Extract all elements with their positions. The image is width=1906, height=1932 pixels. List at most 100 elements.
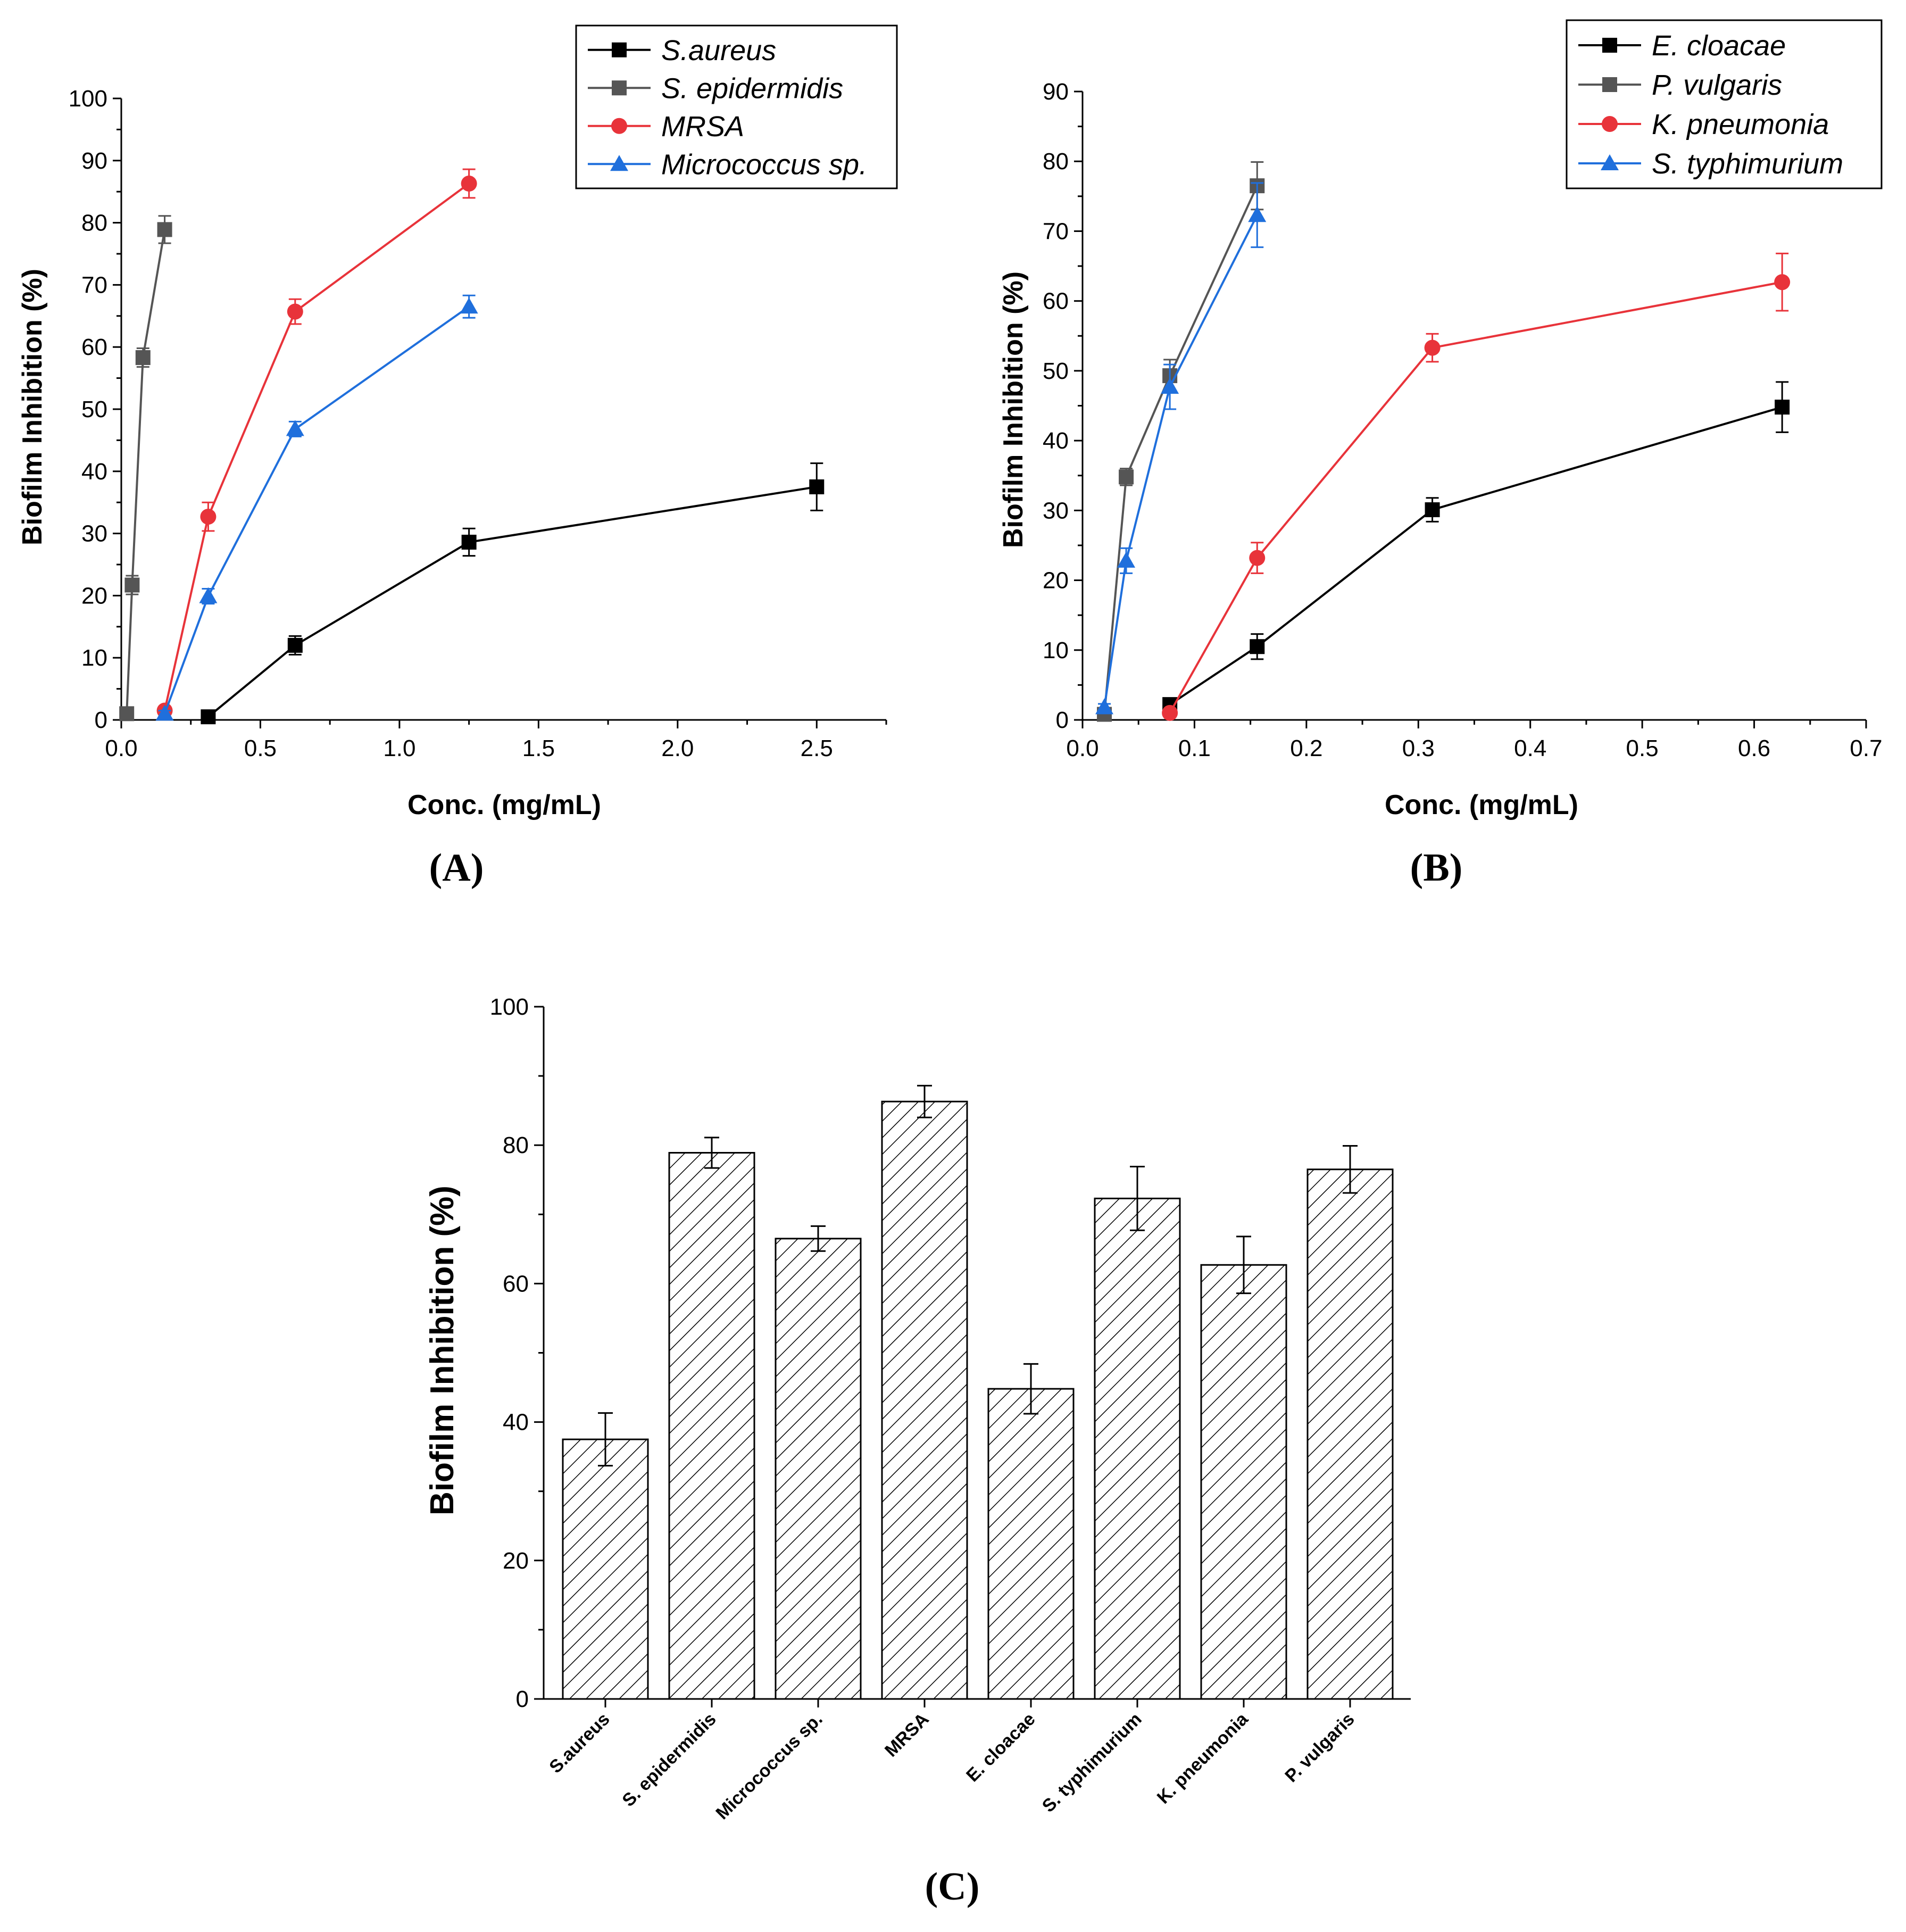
series-e-cloacae-point: [1250, 639, 1265, 654]
series-micrococcus-sp-line: [163, 305, 470, 715]
panel-a-y-tick-label: 40: [81, 459, 107, 485]
panel-b-x-tick-label: 0.0: [1066, 735, 1098, 761]
panel-a-y-tick-label: 0: [95, 707, 107, 733]
series-micrococcus-sp: [155, 294, 478, 721]
bar-s-typhimurium-rect: [1094, 1197, 1181, 1700]
panel-b-x-tick-label: 0.3: [1402, 735, 1435, 761]
series-s-typhimurium: [1095, 182, 1267, 715]
series-mrsa-point: [461, 176, 477, 192]
panel-a-x-tick-label: 1.0: [383, 735, 415, 761]
panel-a-y-tick-label: 90: [81, 148, 107, 174]
series-s-aureus-point: [287, 637, 303, 653]
panel-b-y-axis-title: Biofilm Inhibition (%): [998, 271, 1029, 548]
panel-a-y-axis-title: Biofilm Inhibition (%): [17, 269, 48, 545]
panel-c-y-tick-label: 80: [503, 1132, 529, 1158]
series-mrsa: [156, 168, 477, 719]
panel-b-y-tick-labels: 0 10 20 30 40 50 60 70 80 90: [1043, 79, 1069, 733]
series-mrsa-line: [163, 183, 470, 711]
category-label-k-pneumonia: K. pneumonia: [1153, 1709, 1253, 1808]
series-k-pneumonia-line: [1169, 281, 1783, 714]
panel-a-y-tick-label: 70: [81, 272, 107, 298]
series-micrococcus-sp-point: [199, 587, 218, 603]
series-k-pneumonia-point: [1774, 274, 1791, 291]
bar-e-cloacae-rect: [987, 1388, 1075, 1700]
series-k-pneumonia-point: [1424, 339, 1441, 356]
series-s-typhimurium-point: [1161, 378, 1179, 394]
panel-a-y-tick-label: 100: [69, 86, 107, 112]
legend-s-aureus-marker: [612, 42, 627, 57]
category-label-micrococcus-sp: Micrococcus sp.: [712, 1709, 826, 1823]
bar-mrsa-rect: [881, 1100, 968, 1700]
series-s-aureus: [201, 462, 825, 725]
series-s-epidermidis-point: [157, 222, 172, 237]
panel-b-y-tick-label: 40: [1043, 428, 1069, 454]
series-s-typhimurium-line: [1103, 214, 1259, 708]
series-s-epidermidis-point: [119, 706, 135, 722]
legend-micrococcus-sp-label: Micrococcus sp.: [661, 148, 867, 180]
chart-panel-a: 0 10 20 30 40 50 60 70 80 90 100 0.0 0.5 1.0 1.5 2.0 2.…: [17, 24, 898, 890]
panel-a-x-tick-label: 0.5: [244, 735, 277, 761]
panel-b-y-tick-label: 20: [1043, 568, 1069, 594]
category-label-e-cloacae: E. cloacae: [962, 1709, 1039, 1786]
panel-c-label: (C): [925, 1865, 980, 1909]
series-e-cloacae-point: [1775, 400, 1790, 415]
series-micrococcus-sp-point: [460, 297, 478, 314]
panel-b-y-tick-label: 50: [1043, 358, 1069, 384]
series-s-typhimurium-point: [1248, 206, 1267, 222]
panel-a-legend: S.aureus S. epidermidis MRSA Micrococcus sp…: [575, 24, 898, 189]
panel-a-x-tick-label: 0.0: [105, 735, 137, 761]
series-s-aureus-point: [461, 534, 477, 550]
panel-b-x-tick-label: 0.6: [1738, 735, 1770, 761]
series-p-vulgaris-line: [1103, 185, 1259, 715]
series-s-typhimurium-point: [1117, 551, 1136, 568]
panel-a-y-tick-label: 10: [81, 645, 107, 671]
legend-k-pneumonia-marker: [1602, 116, 1618, 132]
series-e-cloacae-line: [1169, 406, 1783, 706]
panel-c-y-tick-labels: 0 20 40 60 80 100: [490, 994, 529, 1712]
bar-p-vulgaris-rect: [1306, 1168, 1394, 1700]
panel-a-x-tick-label: 2.0: [661, 735, 694, 761]
bar-micrococcus-sp: [775, 1225, 862, 1700]
panel-c-y-axis-title: Biofilm Inhibition (%): [424, 1185, 461, 1515]
bar-micrococcus-sp-rect: [775, 1238, 862, 1700]
panel-b-legend-box: [1566, 19, 1883, 189]
panel-a-y-tick-label: 20: [81, 583, 107, 609]
series-s-typhimurium-point: [1095, 698, 1114, 715]
panel-a-y-tick-label: 80: [81, 210, 107, 236]
bar-p-vulgaris: [1306, 1145, 1394, 1700]
category-label-s-epidermidis: S. epidermidis: [618, 1709, 720, 1811]
panel-b-x-tick-label: 0.5: [1626, 735, 1659, 761]
bar-mrsa: [881, 1084, 968, 1700]
panel-b-y-tick-label: 60: [1043, 288, 1069, 314]
panel-a-x-tick-label: 1.5: [522, 735, 555, 761]
series-p-vulgaris: [1097, 161, 1265, 722]
panel-b-y-tick-label: 80: [1043, 148, 1069, 175]
panel-b-y-tick-label: 0: [1056, 707, 1069, 733]
panel-b-y-tick-label: 70: [1043, 218, 1069, 244]
series-mrsa-point: [287, 303, 303, 320]
legend-micrococcus-sp-marker: [610, 155, 628, 171]
series-s-aureus-point: [809, 479, 825, 494]
legend-e-cloacae-marker: [1602, 38, 1617, 53]
legend-mrsa-label: MRSA: [661, 111, 744, 143]
legend-k-pneumonia-label: K. pneumonia: [1652, 109, 1829, 140]
bar-k-pneumonia: [1200, 1236, 1287, 1700]
series-k-pneumonia-point: [1162, 704, 1178, 721]
legend-s-typhimurium-label: S. typhimurium: [1652, 148, 1843, 180]
legend-p-vulgaris-marker: [1602, 77, 1617, 92]
panel-b-x-tick-labels: 0.0 0.1 0.2 0.3 0.4 0.5 0.6 0.7: [1066, 735, 1882, 761]
panel-a-label: (A): [429, 846, 484, 890]
category-label-s-typhimurium: S. typhimurium: [1038, 1709, 1146, 1817]
panel-c-y-tick-label: 60: [503, 1271, 529, 1297]
panel-b-legend: E. cloacae P. vulgaris K. pneumonia S. typh…: [1566, 19, 1883, 189]
series-s-epidermidis-point: [135, 350, 151, 366]
panel-a-y-tick-label: 60: [81, 334, 107, 360]
legend-s-epidermidis-marker: [612, 80, 627, 96]
panel-a-y-tick-label: 30: [81, 521, 107, 547]
bar-k-pneumonia-rect: [1200, 1264, 1287, 1700]
legend-s-aureus-label: S.aureus: [661, 35, 776, 67]
panel-b-x-tick-label: 0.4: [1514, 735, 1546, 761]
